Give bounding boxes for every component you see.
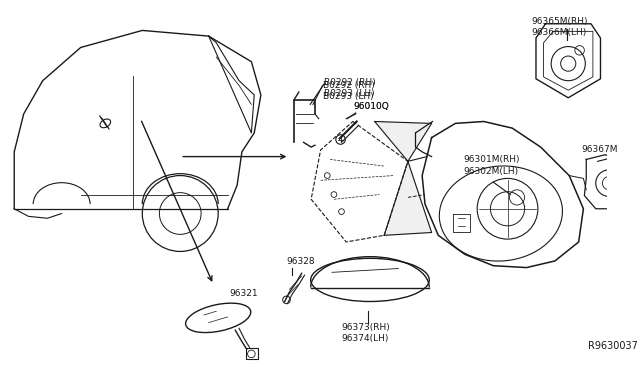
Text: 96365M(RH)
96366M(LH): 96365M(RH) 96366M(LH) [531, 17, 588, 37]
Polygon shape [374, 122, 431, 161]
Text: 96367M: 96367M [582, 145, 618, 154]
Text: R9630037: R9630037 [588, 341, 638, 351]
Text: 96010Q: 96010Q [354, 102, 390, 111]
Text: B0292 (RH)
B0293 (LH): B0292 (RH) B0293 (LH) [323, 81, 374, 101]
Polygon shape [384, 161, 431, 235]
Text: 96373(RH)
96374(LH): 96373(RH) 96374(LH) [342, 323, 390, 343]
Text: 96010Q: 96010Q [354, 102, 390, 111]
Text: 96328: 96328 [287, 257, 315, 266]
Text: 96321: 96321 [230, 289, 258, 298]
Text: B0292 (RH)
B0293 (LH): B0292 (RH) B0293 (LH) [324, 78, 376, 98]
Text: 96301M(RH)
96302M(LH): 96301M(RH) 96302M(LH) [463, 155, 520, 176]
